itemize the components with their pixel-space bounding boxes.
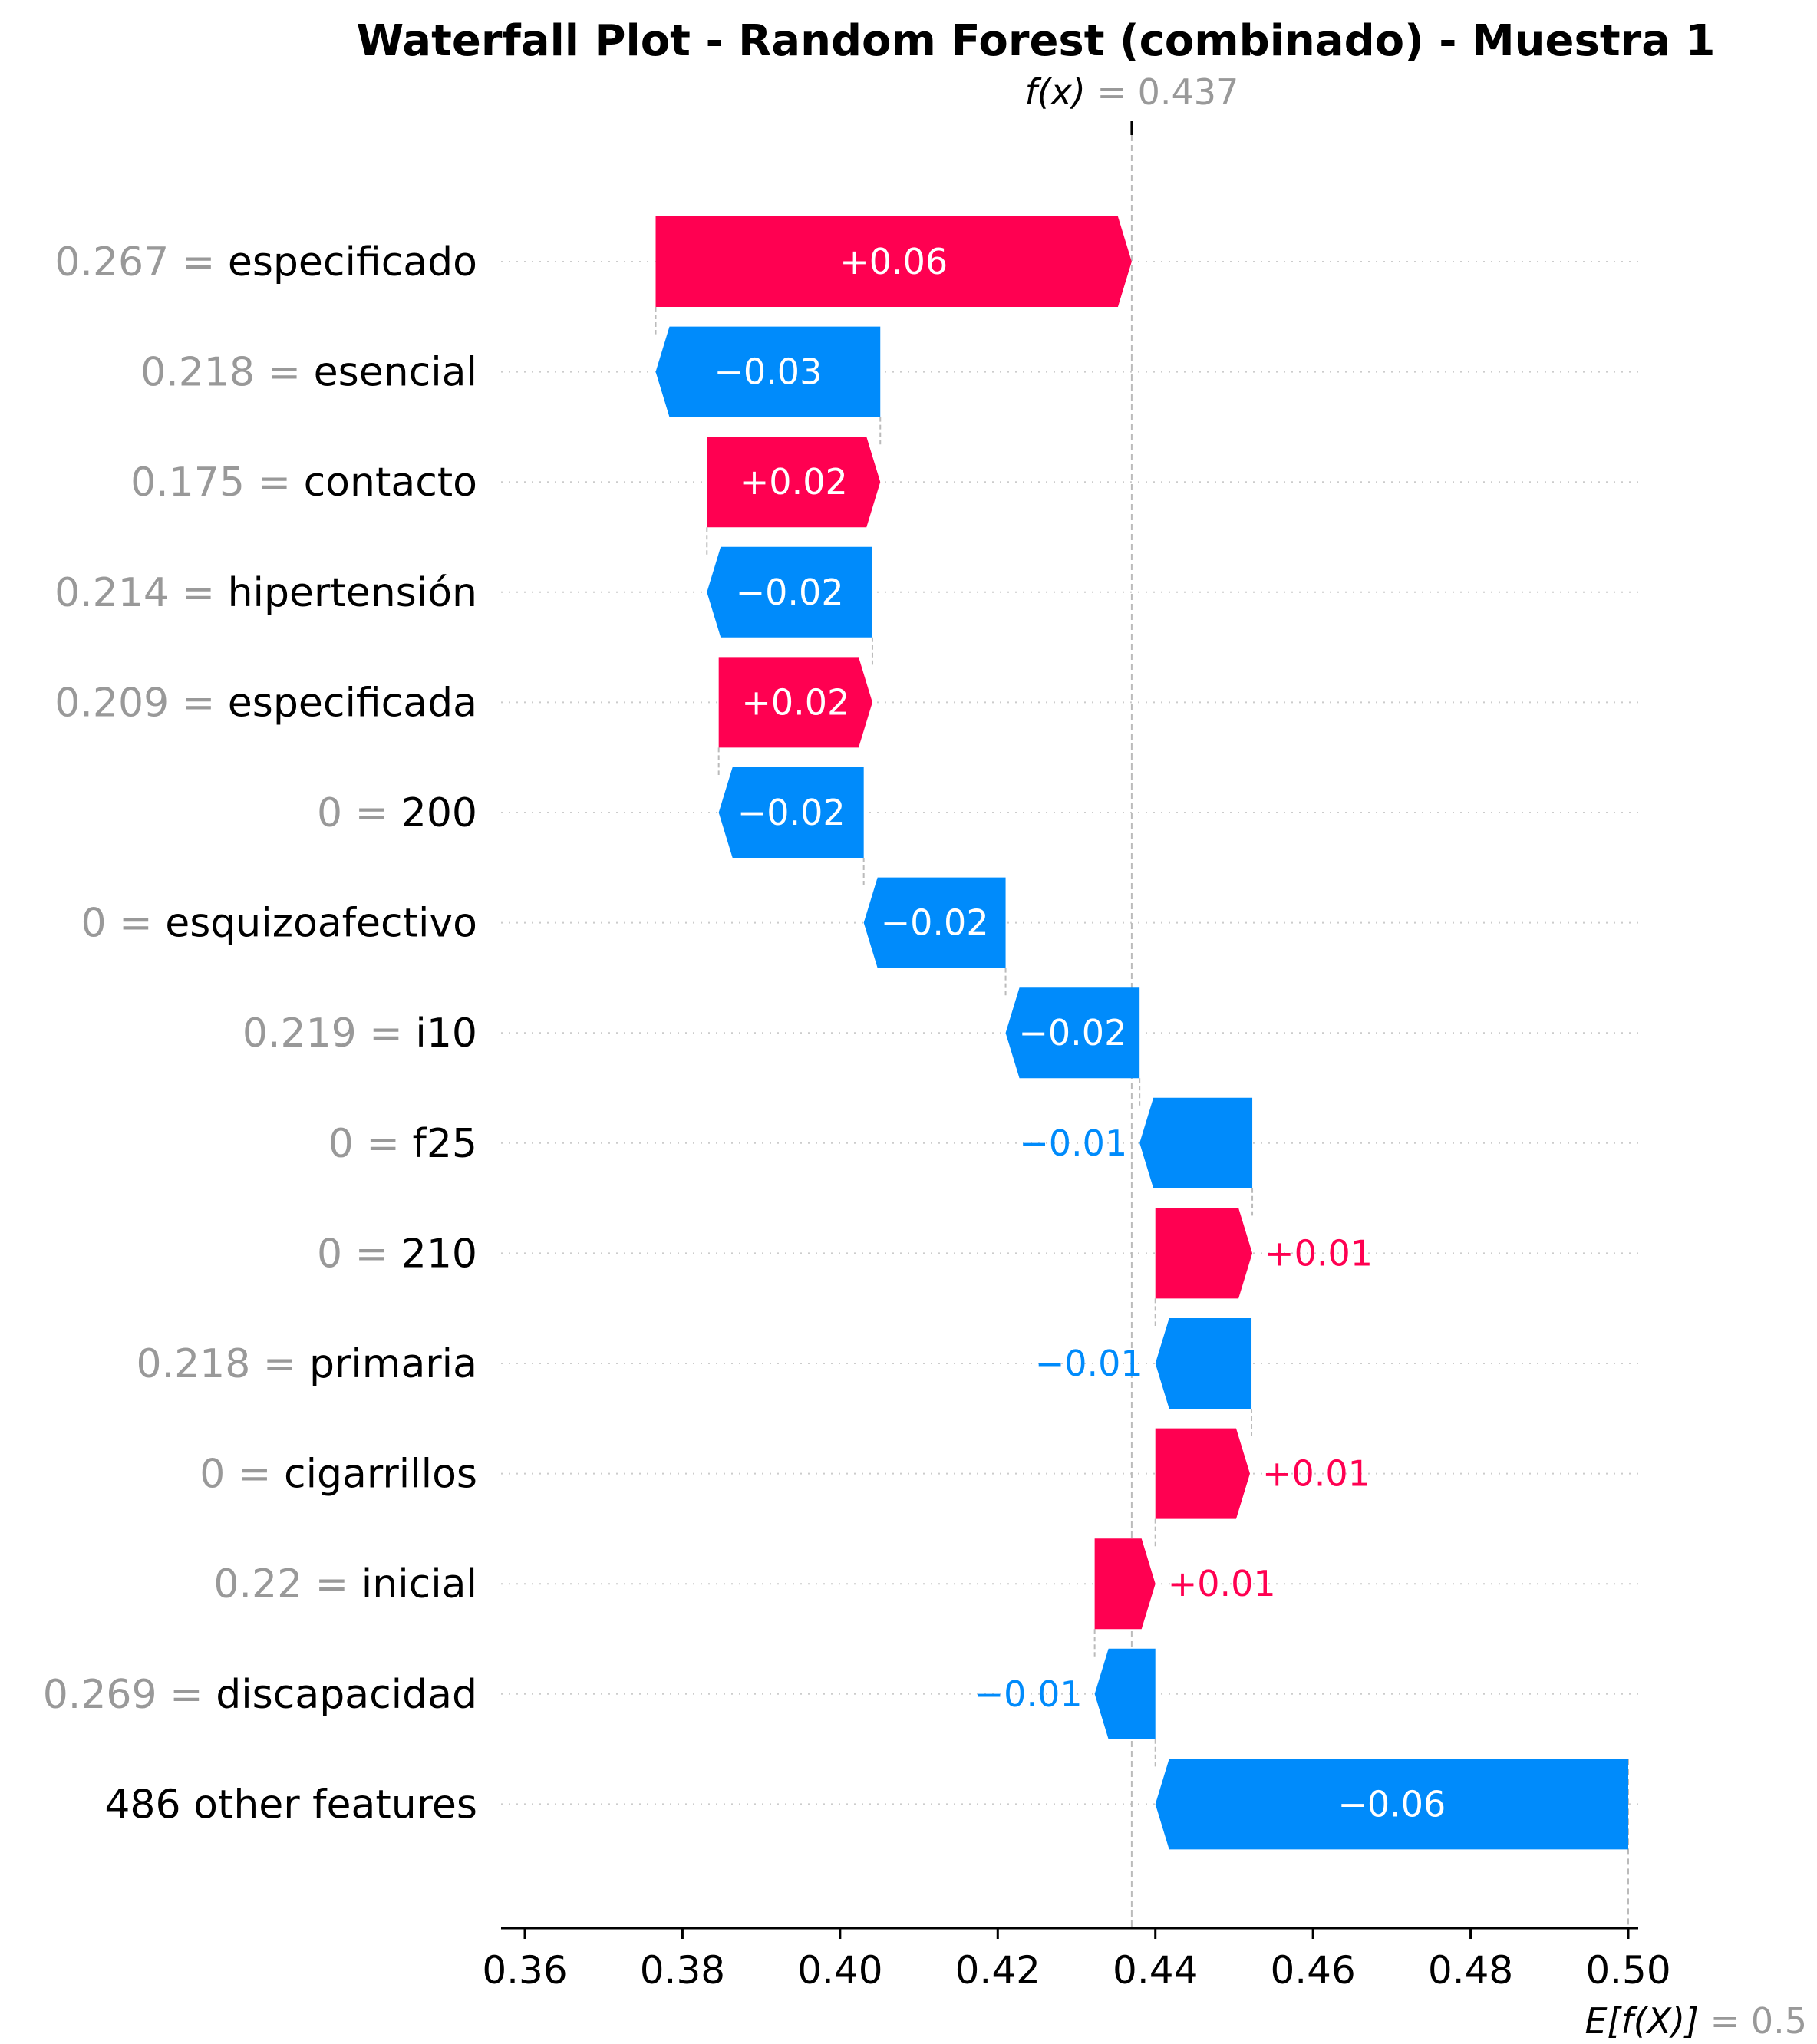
feature-name: especificado (228, 239, 477, 285)
feature-name: f25 (413, 1121, 477, 1167)
feature-label-10: 0.218 = primaria (136, 1341, 477, 1387)
feature-name: cigarrillos (284, 1452, 477, 1498)
base-value-symbol: E[f(X)] (1585, 2000, 1699, 2042)
output-value-annotation: f(x) = 0.437 (1025, 71, 1239, 113)
feature-label-1: 0.218 = esencial (140, 350, 477, 396)
x-tick-label: 0.36 (482, 1948, 567, 1993)
bar-14 (1155, 1759, 1628, 1850)
bar-label-1: −0.03 (714, 351, 822, 393)
bar-0 (655, 216, 1132, 307)
feature-value: 0 = (328, 1121, 413, 1167)
feature-value: 0.269 = (43, 1672, 216, 1718)
bar-label-8: −0.01 (1019, 1123, 1127, 1164)
feature-name: esencial (314, 350, 477, 396)
feature-label-13: 0.269 = discapacidad (43, 1672, 477, 1718)
bar-label-5: −0.02 (737, 792, 846, 833)
x-tick-label: 0.40 (797, 1948, 882, 1993)
feature-label-14: 486 other features (104, 1782, 477, 1828)
feature-name: i10 (415, 1010, 477, 1057)
feature-value: 0 = (81, 901, 165, 947)
feature-label-0: 0.267 = especificado (54, 239, 477, 285)
bar-label-12: +0.01 (1168, 1563, 1276, 1604)
output-value-symbol: f(x) (1025, 71, 1086, 113)
bar-5 (718, 767, 864, 858)
feature-value: 0.219 = (242, 1010, 416, 1057)
feature-value: 0.214 = (54, 570, 228, 616)
feature-value: 0.218 = (140, 350, 314, 396)
feature-label-5: 0 = 200 (317, 790, 477, 836)
bar-label-9: +0.01 (1265, 1232, 1373, 1274)
x-axis: 0.36 0.38 0.40 0.42 0.44 0.46 0.48 0.50 (482, 1927, 1671, 1993)
feature-name: contacto (304, 460, 477, 506)
bar-3 (707, 546, 872, 638)
contribution-bars: +0.06 −0.03 +0.02 −0.02 +0.02 −0.02 −0.02 −0.02… (655, 216, 1628, 1850)
value-annotations: f(x) = 0.437 E[f(X)] = 0.5 (1025, 71, 1807, 2042)
feature-value: 0.209 = (54, 680, 228, 726)
feature-name: 200 (401, 790, 477, 836)
feature-label-7: 0.219 = i10 (242, 1010, 477, 1057)
feature-value: 0 = (317, 790, 401, 836)
feature-name: primaria (309, 1341, 477, 1387)
bar-12 (1094, 1538, 1156, 1630)
bar-label-0: +0.06 (839, 241, 948, 282)
x-tick-label: 0.48 (1428, 1948, 1513, 1993)
feature-label-2: 0.175 = contacto (130, 460, 477, 506)
bar-13 (1094, 1648, 1156, 1739)
feature-value: 0 = (200, 1452, 284, 1498)
bar-10 (1155, 1318, 1252, 1409)
x-tick-label: 0.50 (1585, 1948, 1670, 1993)
bar-8 (1139, 1097, 1253, 1188)
bar-4 (718, 657, 872, 748)
feature-labels: 0.267 = especificado 0.218 = esencial 0.17… (43, 239, 477, 1828)
base-value-number: = 0.5 (1699, 2000, 1807, 2042)
feature-name: 486 other features (104, 1782, 477, 1828)
bar-label-13: −0.01 (974, 1673, 1083, 1715)
bar-label-10: −0.01 (1035, 1343, 1143, 1384)
x-tick-label: 0.42 (955, 1948, 1040, 1993)
bar-11 (1155, 1428, 1250, 1519)
feature-label-3: 0.214 = hipertensión (54, 570, 477, 616)
feature-name: discapacidad (216, 1672, 477, 1718)
x-tick-label: 0.46 (1270, 1948, 1355, 1993)
feature-value: 0.22 = (213, 1561, 361, 1607)
feature-name: hipertensión (228, 570, 477, 616)
bar-7 (1005, 987, 1140, 1079)
feature-label-12: 0.22 = inicial (213, 1561, 477, 1607)
bar-2 (707, 437, 881, 528)
x-tick-label: 0.38 (640, 1948, 725, 1993)
bar-label-11: +0.01 (1262, 1453, 1370, 1495)
feature-name: 210 (401, 1231, 477, 1277)
feature-value: 0.267 = (54, 239, 228, 285)
feature-value: 0.218 = (136, 1341, 309, 1387)
feature-name: especificada (228, 680, 477, 726)
bar-label-4: +0.02 (741, 681, 849, 723)
bar-label-3: −0.02 (736, 572, 844, 613)
bar-9 (1155, 1208, 1253, 1299)
feature-value: 0.175 = (130, 460, 304, 506)
bar-label-14: −0.06 (1337, 1783, 1446, 1825)
feature-name: inicial (361, 1561, 477, 1607)
feature-value: 0 = (317, 1231, 401, 1277)
chart-title: Waterfall Plot - Random Forest (combinad… (357, 16, 1716, 66)
feature-label-8: 0 = f25 (328, 1121, 477, 1167)
bar-1 (655, 326, 881, 417)
bar-label-2: +0.02 (740, 461, 848, 503)
base-value-annotation: E[f(X)] = 0.5 (1585, 2000, 1807, 2042)
x-tick-label: 0.44 (1113, 1948, 1198, 1993)
output-value-number: = 0.437 (1086, 71, 1238, 113)
bar-label-6: −0.02 (881, 902, 989, 944)
feature-name: esquizoafectivo (165, 901, 477, 947)
feature-label-9: 0 = 210 (317, 1231, 477, 1277)
feature-label-11: 0 = cigarrillos (200, 1452, 477, 1498)
bar-6 (863, 877, 1006, 968)
feature-label-4: 0.209 = especificada (54, 680, 477, 726)
bar-label-7: −0.02 (1018, 1012, 1126, 1053)
feature-label-6: 0 = esquizoafectivo (81, 901, 477, 947)
